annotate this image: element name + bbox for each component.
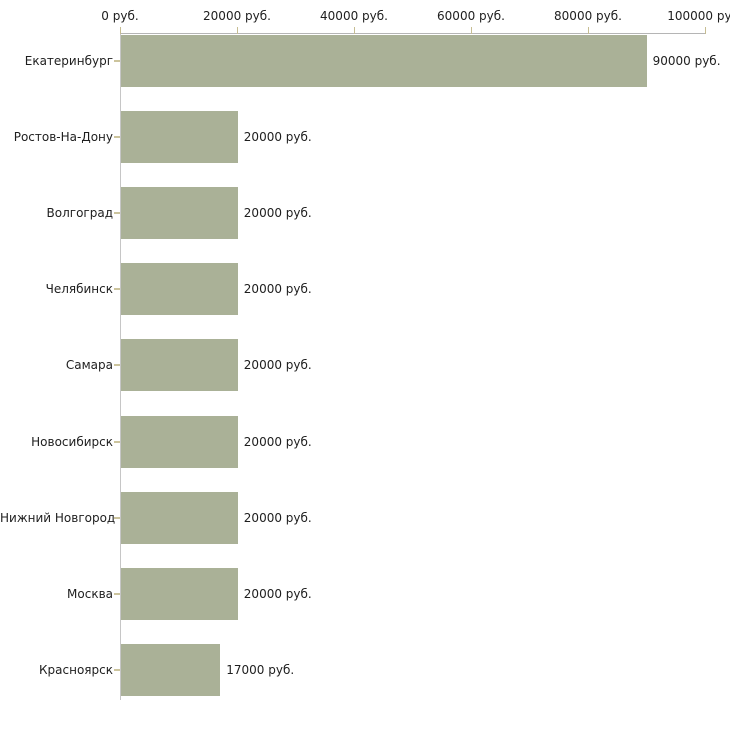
category-label: Самара (65, 358, 113, 373)
value-label: 20000 руб. (243, 586, 312, 601)
bar (121, 415, 238, 468)
x-axis-tick-label: 0 руб. (101, 9, 139, 23)
x-axis-tick-mark (237, 27, 238, 34)
bar (121, 35, 647, 87)
x-axis-tick-label: 20000 руб. (203, 9, 271, 23)
x-axis-tick-mark (588, 27, 589, 34)
x-axis-tick-mark (120, 27, 121, 34)
x-axis-tick-mark (354, 27, 355, 34)
category-tick-mark (114, 592, 120, 595)
x-axis-tick-label: 60000 руб. (437, 9, 505, 23)
x-axis-tick-mark (471, 27, 472, 34)
bar (121, 643, 221, 696)
bar (121, 263, 238, 316)
category-tick-mark (114, 60, 120, 62)
category-tick-mark (114, 440, 120, 443)
bar (121, 111, 238, 164)
bar (121, 187, 238, 240)
category-label: Волгоград (46, 206, 113, 221)
category-label: Екатеринбург (24, 54, 113, 68)
category-tick-mark (114, 516, 120, 519)
category-label: Москва (67, 586, 113, 601)
category-tick-mark (114, 136, 120, 139)
category-tick-mark (114, 212, 120, 215)
category-label: Нижний Новгород (0, 510, 116, 525)
x-axis-line (120, 33, 705, 34)
x-axis-tick-label: 80000 руб. (554, 9, 622, 23)
value-label: 20000 руб. (243, 510, 312, 525)
x-axis-tick-label: 100000 руб. (667, 9, 730, 23)
x-axis-tick-label: 40000 руб. (320, 9, 388, 23)
category-tick-mark (114, 288, 120, 291)
category-tick-mark (114, 364, 120, 367)
bar (121, 567, 238, 620)
value-label: 20000 руб. (243, 130, 312, 145)
y-axis-line (120, 33, 121, 700)
category-label: Ростов-На-Дону (13, 130, 113, 145)
bar (121, 339, 238, 392)
value-label: 20000 руб. (243, 358, 312, 373)
bar (121, 491, 238, 544)
value-label: 20000 руб. (243, 282, 312, 297)
category-label: Красноярск (39, 662, 113, 677)
category-label: Новосибирск (31, 434, 113, 449)
value-label: 20000 руб. (243, 434, 312, 449)
category-label: Челябинск (45, 282, 113, 297)
value-label: 20000 руб. (243, 206, 312, 221)
value-label: 17000 руб. (226, 662, 295, 677)
x-axis-tick-mark (705, 27, 706, 34)
value-label: 90000 руб. (652, 54, 721, 68)
category-tick-mark (114, 668, 120, 671)
